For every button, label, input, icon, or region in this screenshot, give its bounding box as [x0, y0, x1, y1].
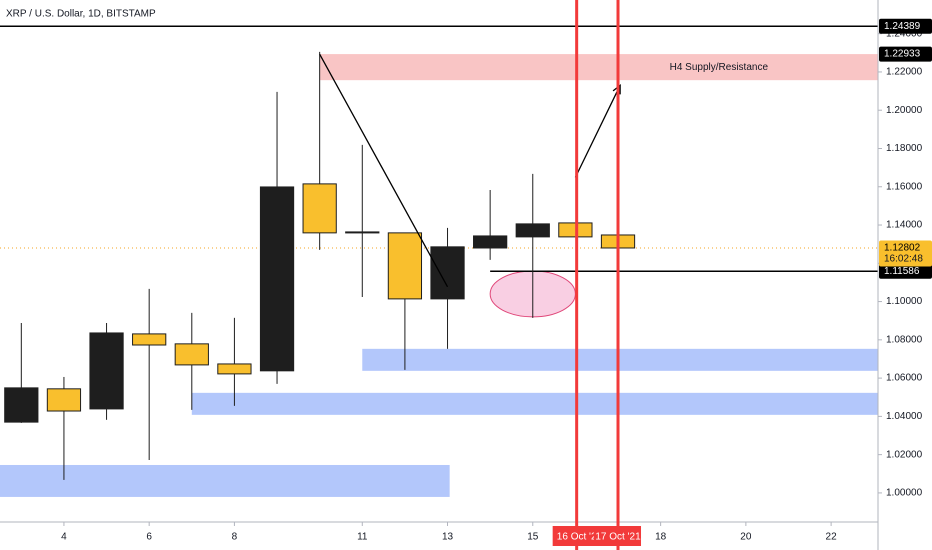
- y-tick-label: 1.16000: [886, 181, 923, 192]
- y-tick-label: 1.18000: [886, 143, 923, 154]
- candle-body: [132, 333, 167, 346]
- chart-title: XRP / U.S. Dollar, 1D, BITSTAMP: [6, 9, 156, 20]
- price-time-label: 16:02:48: [884, 254, 923, 265]
- x-tick-label: 13: [442, 532, 454, 543]
- demand-zone: [191, 392, 878, 415]
- candle-body: [387, 232, 423, 300]
- candle-body: [4, 387, 39, 423]
- candle-body: [46, 388, 82, 412]
- y-tick-label: 1.14000: [886, 220, 923, 231]
- y-tick-label: 1.02000: [886, 449, 923, 460]
- y-tick-label: 1.06000: [886, 373, 923, 384]
- candle-body: [302, 183, 337, 234]
- y-tick-label: 1.00000: [886, 488, 923, 499]
- trend-line: [574, 85, 621, 178]
- y-tick-label: 1.24000: [886, 28, 923, 39]
- candle-body: [259, 186, 295, 372]
- y-tick-label: 1.22000: [886, 67, 923, 78]
- x-tick-label: 8: [232, 532, 238, 543]
- date-marker-box: [552, 526, 600, 546]
- price-label: 1.12802: [884, 243, 921, 254]
- price-label: 1.24389: [884, 21, 921, 32]
- candle-body: [89, 332, 124, 410]
- y-tick-label: 1.08000: [886, 334, 923, 345]
- plot-area: H4 Supply/Resistance: [0, 25, 879, 497]
- x-tick-label: 22: [826, 532, 838, 543]
- x-tick-label: 15: [527, 532, 539, 543]
- candle-body: [345, 231, 380, 234]
- price-label-box: [879, 263, 932, 279]
- candle-body: [217, 363, 252, 375]
- date-marker-box: [594, 526, 642, 546]
- date-marker-label: 17 Oct '21: [595, 532, 641, 543]
- y-tick-label: 1.04000: [886, 411, 923, 422]
- x-tick-label: 4: [61, 532, 67, 543]
- price-label-box: [879, 240, 932, 267]
- price-label-box: [879, 46, 932, 62]
- price-label: 1.22933: [884, 49, 921, 60]
- price-label-box: [879, 18, 932, 34]
- x-tick-label: 6: [146, 532, 152, 543]
- y-tick-label: 1.20000: [886, 105, 923, 116]
- x-tick-label: 20: [740, 532, 752, 543]
- supply-zone: [319, 54, 879, 81]
- x-tick-label: 11: [357, 532, 368, 543]
- arrow-head: [612, 83, 621, 95]
- trend-line: [319, 53, 449, 288]
- candle-body: [174, 343, 209, 366]
- price-label: 1.11586: [884, 266, 920, 277]
- x-tick-label: 18: [655, 532, 667, 543]
- demand-zone: [362, 348, 878, 371]
- supply-zone-label: H4 Supply/Resistance: [670, 62, 769, 73]
- candle-body: [473, 235, 508, 249]
- demand-zone: [0, 464, 450, 497]
- y-tick-label: 1.10000: [886, 296, 923, 307]
- date-marker-label: 16 Oct '2: [557, 532, 597, 543]
- candle-body: [430, 246, 465, 300]
- candle-body: [515, 223, 550, 238]
